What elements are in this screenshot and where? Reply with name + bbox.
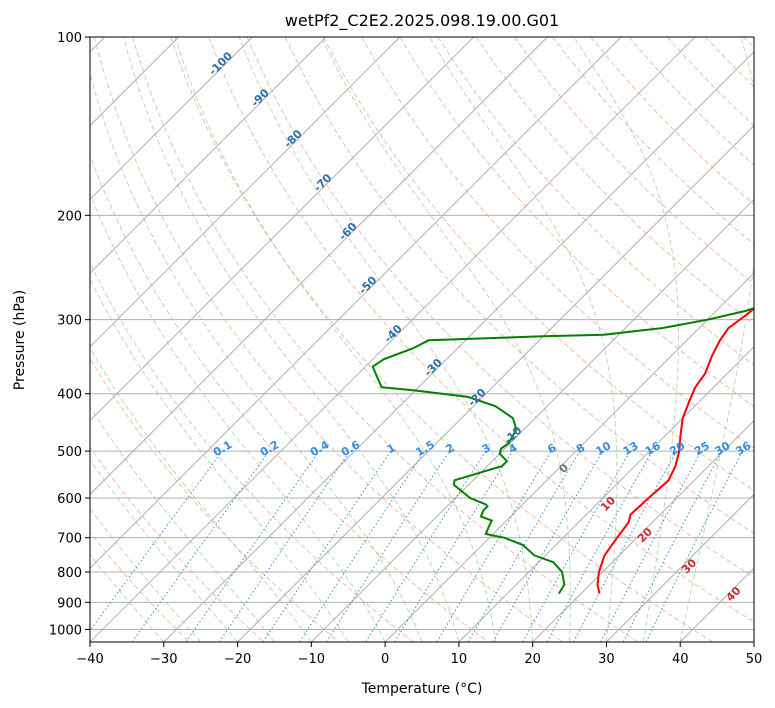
x-tick-label: 50 [746,652,763,667]
mixing-ratio-line [573,450,677,642]
mixing-ratio-line [262,450,392,642]
mixing-ratio-line [546,450,653,642]
y-tick-label: 1000 [49,623,82,638]
x-tick-label: −30 [150,652,177,667]
moist-adiabat-line [90,406,275,642]
isotherm-line [90,37,253,200]
profile-lines [371,307,754,595]
isotherm-line [606,493,754,642]
isotherm-line [90,37,327,274]
moist-adiabat-line [320,37,571,642]
x-tick-label: 30 [598,652,615,667]
isotherm-line [90,37,401,348]
moist-adiabat-line [174,37,497,642]
isotherm-line [532,420,754,642]
x-tick-label: −20 [224,652,251,667]
temperature-profile [596,307,754,594]
dry-adiabat-line [90,531,190,642]
x-axis-label: Temperature (°C) [361,681,483,697]
dry-adiabat-line [437,37,754,366]
mixing-ratio-line [131,450,270,642]
mixing-ratio-line [645,450,743,642]
moist-adiabat-line [123,37,460,642]
x-tick-label: 40 [672,652,689,667]
moist-adiabat-line [429,37,618,642]
y-tick-label: 400 [57,388,82,403]
y-axis-label: Pressure (hPa) [12,290,28,390]
y-tick-label: 200 [57,209,82,224]
isotherm-line [237,124,754,642]
x-axis: −40 −30 −20 −10 0 10 20 30 40 50 [76,642,762,667]
mixing-ratio-line [90,450,223,632]
moist-adiabat-line [573,37,679,642]
mixing-ratio-line [218,450,351,642]
isotherm-line [90,37,622,569]
dry-adiabat-line [208,37,754,623]
mixing-ratio-line [394,450,513,642]
mixing-ratio-line [185,450,320,642]
dry-adiabat-line [90,357,339,642]
isotherm-line [90,37,474,422]
y-tick-label: 300 [57,314,82,329]
y-tick-label: 100 [57,31,82,46]
y-axis: 100 200 300 400 500 600 700 800 900 1000 [49,31,90,638]
dry-adiabat-line [90,262,414,642]
chart-title: wetPf2_C2E2.2025.098.19.00.G01 [285,11,559,31]
y-tick-label: 700 [57,532,82,547]
plot-frame [89,36,755,643]
x-tick-label: 0 [381,652,389,667]
y-tick-label: 800 [57,566,82,581]
dry-adiabat-line [93,37,564,642]
mixing-ratio-line [299,450,426,642]
dry-adiabat-line [90,446,265,642]
y-tick-label: 900 [57,596,82,611]
dry-adiabat-line [475,37,754,326]
dry-adiabat-line [132,37,639,642]
x-tick-label: −40 [76,652,103,667]
y-tick-label: 600 [57,492,82,507]
isotherm-line [90,37,548,496]
moist-adiabat-line [90,192,386,642]
dry-adiabat-line [514,37,754,285]
moist-adiabat-line [90,347,312,642]
moist-adiabat-line [238,37,534,642]
isotherm-line [458,346,754,642]
dewpoint-profile [371,307,754,595]
dry-adiabat-line [246,37,754,578]
dry-adiabat-line [323,37,754,492]
background-lines [90,37,754,642]
x-tick-label: −10 [298,652,325,667]
dry-adiabat-line [170,37,713,642]
mixing-ratio-line [522,450,631,642]
moist-adiabat-line [90,459,238,642]
mixing-ratio-line [325,450,450,642]
moist-adiabat-line [90,278,349,642]
dry-adiabat-line [284,37,754,535]
y-tick-label: 500 [57,445,82,460]
isotherm-line [384,272,754,642]
x-tick-label: 20 [524,652,541,667]
x-tick-label: 10 [451,652,468,667]
dry-adiabat-line [90,154,489,642]
moist-adiabat-line [679,37,754,642]
dry-adiabat-line [399,37,754,407]
